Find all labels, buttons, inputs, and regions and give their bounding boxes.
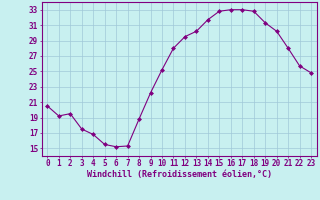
X-axis label: Windchill (Refroidissement éolien,°C): Windchill (Refroidissement éolien,°C) xyxy=(87,170,272,179)
